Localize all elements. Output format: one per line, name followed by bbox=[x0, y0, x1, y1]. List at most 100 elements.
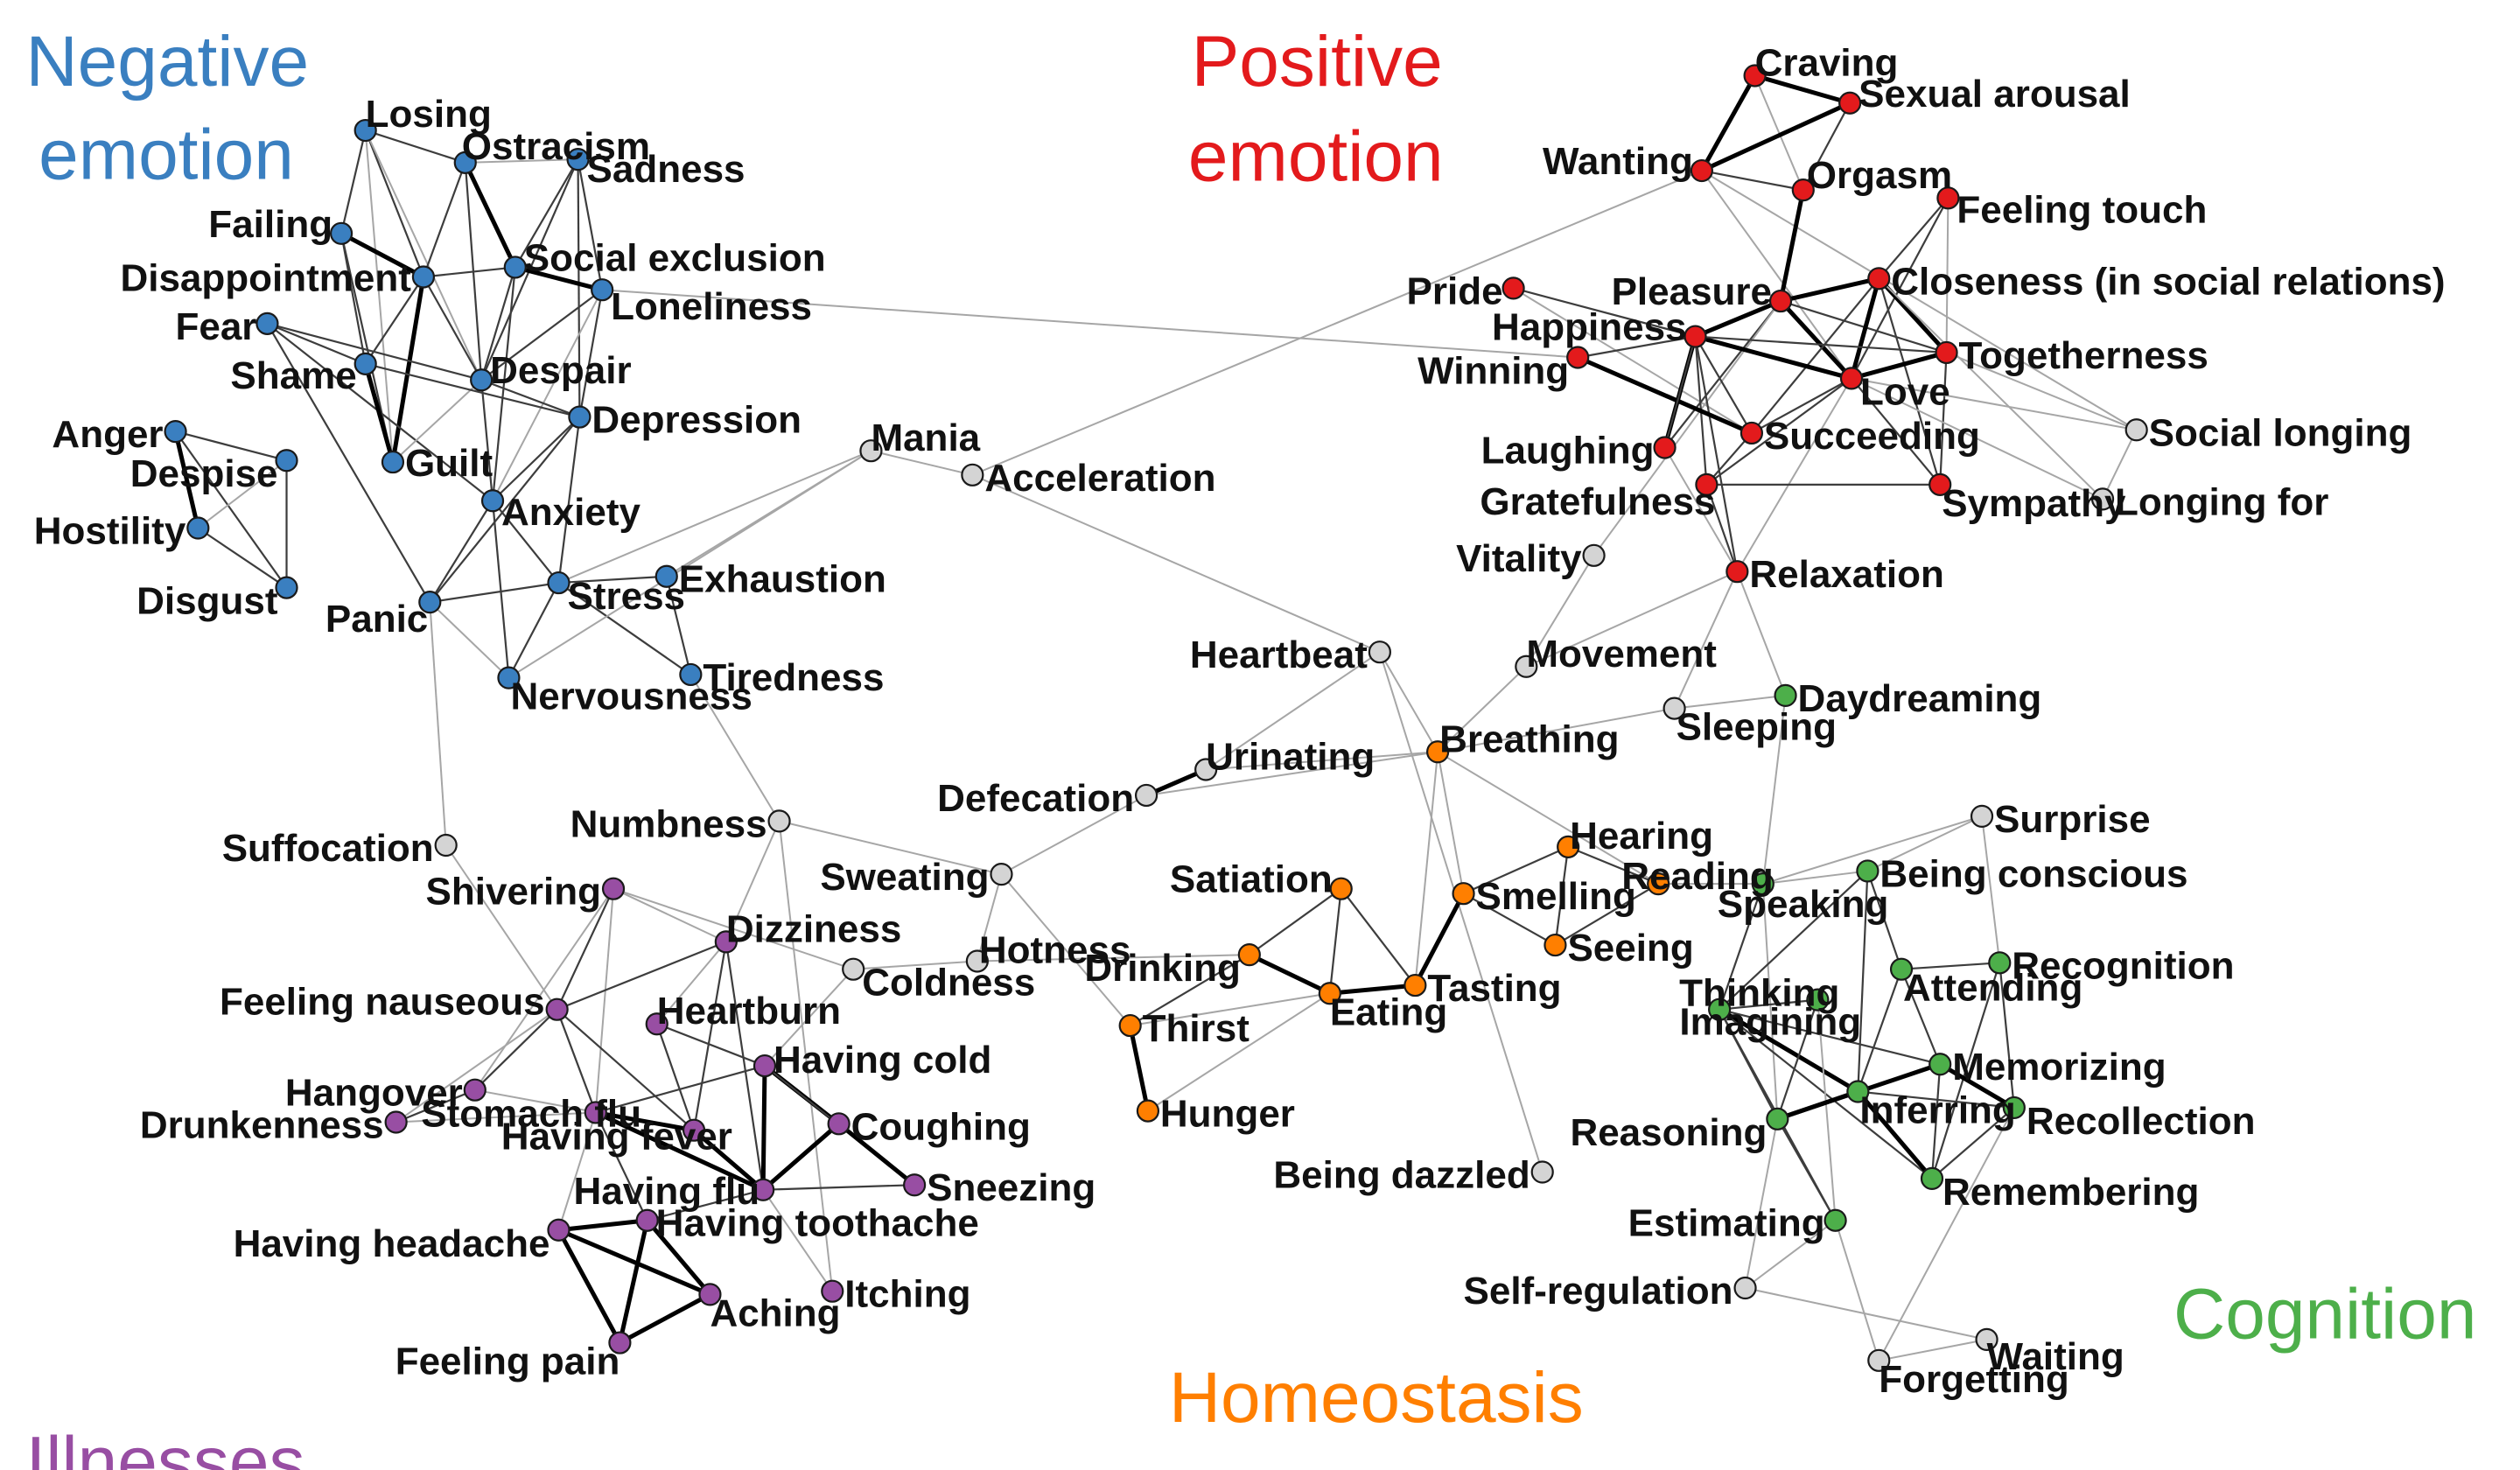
node-sympathy[interactable] bbox=[1928, 472, 1952, 496]
node-coldness[interactable] bbox=[842, 957, 865, 981]
node-having-fever[interactable] bbox=[584, 1101, 607, 1124]
node-gratefulness[interactable] bbox=[1695, 472, 1718, 496]
node-recollection[interactable] bbox=[2002, 1096, 2026, 1120]
node-social-longing[interactable] bbox=[2124, 418, 2148, 442]
node-memorizing[interactable] bbox=[1928, 1053, 1952, 1076]
node-guilt[interactable] bbox=[381, 450, 405, 474]
node-inferring[interactable] bbox=[1846, 1080, 1870, 1103]
node-aching[interactable] bbox=[698, 1283, 722, 1306]
node-remembering[interactable] bbox=[1920, 1166, 1944, 1190]
node-shivering[interactable] bbox=[601, 877, 626, 900]
node-togetherness[interactable] bbox=[1935, 340, 1958, 365]
node-loneliness[interactable] bbox=[591, 278, 614, 302]
node-longing-for[interactable] bbox=[2090, 487, 2115, 511]
node-shame[interactable] bbox=[354, 352, 377, 375]
node-despise[interactable] bbox=[275, 449, 298, 472]
node-succeeding[interactable] bbox=[1740, 421, 1764, 445]
node-sneezing[interactable] bbox=[903, 1173, 927, 1197]
node-waiting[interactable] bbox=[1975, 1327, 1998, 1351]
node-dizziness[interactable] bbox=[714, 930, 738, 954]
node-smelling[interactable] bbox=[1452, 882, 1475, 906]
node-hotness[interactable] bbox=[965, 949, 989, 973]
node-being-conscious[interactable] bbox=[1856, 859, 1880, 883]
node-vitality[interactable] bbox=[1582, 543, 1606, 567]
node-movement[interactable] bbox=[1515, 654, 1538, 678]
node-social-exclusion[interactable] bbox=[503, 256, 527, 279]
node-coughing[interactable] bbox=[827, 1112, 850, 1136]
node-daydreaming[interactable] bbox=[1774, 683, 1797, 707]
node-having-cold[interactable] bbox=[752, 1054, 777, 1078]
node-acceleration[interactable] bbox=[961, 463, 984, 486]
node-anger[interactable] bbox=[164, 420, 187, 444]
node-tiredness[interactable] bbox=[679, 662, 703, 687]
node-disappointment[interactable] bbox=[411, 265, 436, 289]
node-sadness[interactable] bbox=[566, 148, 590, 172]
node-breathing[interactable] bbox=[1426, 740, 1450, 764]
node-heartburn[interactable] bbox=[645, 1012, 668, 1036]
node-seeing[interactable] bbox=[1544, 933, 1567, 957]
node-reasoning[interactable] bbox=[1766, 1107, 1789, 1130]
node-pleasure[interactable] bbox=[1768, 289, 1793, 313]
node-reading[interactable] bbox=[1647, 872, 1670, 896]
node-fear[interactable] bbox=[256, 312, 279, 335]
node-mania[interactable] bbox=[859, 439, 883, 463]
node-attending[interactable] bbox=[1889, 957, 1914, 981]
node-winning[interactable] bbox=[1566, 346, 1590, 369]
node-sleeping[interactable] bbox=[1662, 696, 1686, 720]
node-pride[interactable] bbox=[1502, 276, 1525, 300]
node-feeling-touch[interactable] bbox=[1936, 186, 1960, 210]
node-surprise[interactable] bbox=[1970, 804, 1994, 828]
node-estimating[interactable] bbox=[1824, 1208, 1847, 1232]
node-relaxation[interactable] bbox=[1726, 560, 1749, 584]
node-hearing[interactable] bbox=[1557, 835, 1580, 858]
node-drinking[interactable] bbox=[1237, 943, 1261, 967]
node-tasting[interactable] bbox=[1404, 973, 1427, 998]
node-disgust[interactable] bbox=[275, 576, 298, 599]
node-thirst[interactable] bbox=[1118, 1013, 1142, 1038]
node-laughing[interactable] bbox=[1653, 436, 1676, 459]
node-hunger[interactable] bbox=[1136, 1099, 1160, 1123]
node-panic[interactable] bbox=[418, 591, 442, 614]
node-exhaustion[interactable] bbox=[654, 564, 678, 588]
node-urinating[interactable] bbox=[1194, 758, 1218, 781]
node-stomach-flu[interactable] bbox=[682, 1118, 706, 1142]
node-recognition[interactable] bbox=[1988, 951, 2012, 975]
node-hangover[interactable] bbox=[463, 1078, 486, 1102]
node-craving[interactable] bbox=[1743, 64, 1767, 88]
node-eating[interactable] bbox=[1318, 982, 1341, 1005]
node-numbness[interactable] bbox=[767, 809, 791, 833]
node-failing[interactable] bbox=[329, 221, 354, 245]
node-drunkenness[interactable] bbox=[384, 1110, 408, 1134]
node-despair[interactable] bbox=[470, 368, 494, 392]
node-self-regulation[interactable] bbox=[1733, 1276, 1757, 1300]
node-depression[interactable] bbox=[568, 405, 592, 429]
node-feeling-nauseous[interactable] bbox=[545, 998, 569, 1021]
node-speaking[interactable] bbox=[1751, 872, 1774, 896]
node-imagining[interactable] bbox=[1806, 988, 1830, 1012]
node-sweating[interactable] bbox=[990, 863, 1013, 886]
node-thinking[interactable] bbox=[1708, 998, 1732, 1021]
node-closeness[interactable] bbox=[1867, 267, 1891, 290]
node-sexual-arousal[interactable] bbox=[1838, 91, 1862, 115]
node-losing[interactable] bbox=[354, 118, 377, 143]
node-happiness[interactable] bbox=[1684, 325, 1707, 348]
node-heartbeat[interactable] bbox=[1368, 640, 1391, 664]
node-defecation[interactable] bbox=[1134, 783, 1158, 808]
node-orgasm[interactable] bbox=[1791, 178, 1815, 202]
node-forgetting[interactable] bbox=[1867, 1348, 1891, 1372]
node-being-dazzled[interactable] bbox=[1530, 1160, 1554, 1184]
node-hostility[interactable] bbox=[186, 516, 210, 540]
node-stress[interactable] bbox=[547, 570, 570, 595]
node-feeling-pain[interactable] bbox=[608, 1331, 632, 1354]
node-anxiety[interactable] bbox=[480, 489, 505, 513]
node-satiation[interactable] bbox=[1329, 877, 1353, 900]
node-itching[interactable] bbox=[821, 1279, 844, 1303]
node-love[interactable] bbox=[1839, 367, 1864, 390]
node-having-toothache[interactable] bbox=[635, 1208, 659, 1232]
node-having-flu[interactable] bbox=[752, 1178, 775, 1201]
node-ostracism[interactable] bbox=[453, 150, 477, 174]
node-wanting[interactable] bbox=[1690, 158, 1713, 183]
node-having-headache[interactable] bbox=[547, 1218, 570, 1242]
node-suffocation[interactable] bbox=[434, 833, 458, 858]
node-nervousness[interactable] bbox=[497, 666, 521, 690]
